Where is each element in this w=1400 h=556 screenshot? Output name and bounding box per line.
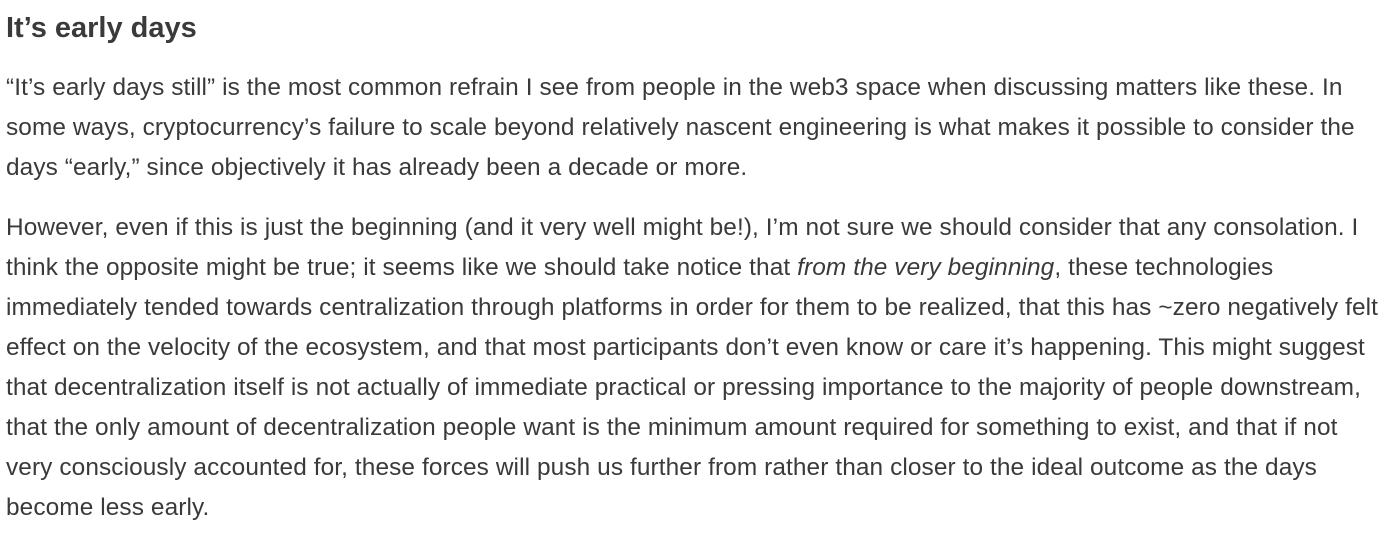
paragraph-however-text-after: , these technologies immediately tended … (6, 254, 1379, 521)
paragraph-early-days: “It’s early days still” is the most comm… (6, 68, 1386, 188)
paragraph-however-text-before: However, even if this is just the beginn… (6, 214, 1359, 281)
paragraph-however: However, even if this is just the beginn… (6, 208, 1386, 528)
paragraph-early-days-text: “It’s early days still” is the most comm… (6, 74, 1355, 181)
section-heading: It’s early days (6, 12, 197, 44)
paragraph-however-emphasis: from the very beginning (797, 254, 1055, 281)
article-section: It’s early days “It’s early days still” … (6, 0, 1386, 528)
